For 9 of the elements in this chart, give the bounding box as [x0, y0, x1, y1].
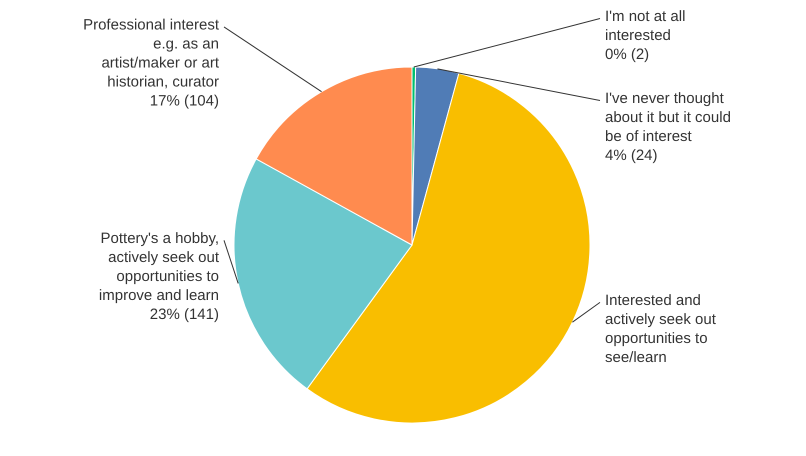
slice-label: Interested and actively seek out opportunities to see/learn: [605, 292, 717, 366]
slice-label: I've never thought about it but it could be of interest: [605, 90, 731, 146]
data-label: 17% (104): [150, 92, 219, 110]
data-label: 4% (24): [605, 147, 658, 164]
data-label: 23% (141): [150, 306, 219, 323]
data-label: 0% (2): [605, 46, 650, 64]
slice-label: Pottery's a hobby, actively seek out opportunities to improve and learn: [98, 230, 220, 304]
slice-label: I'm not at all interested: [605, 8, 686, 44]
slice-label: Professional interest e.g. as an artist/maker or art historian, curator: [83, 16, 220, 90]
